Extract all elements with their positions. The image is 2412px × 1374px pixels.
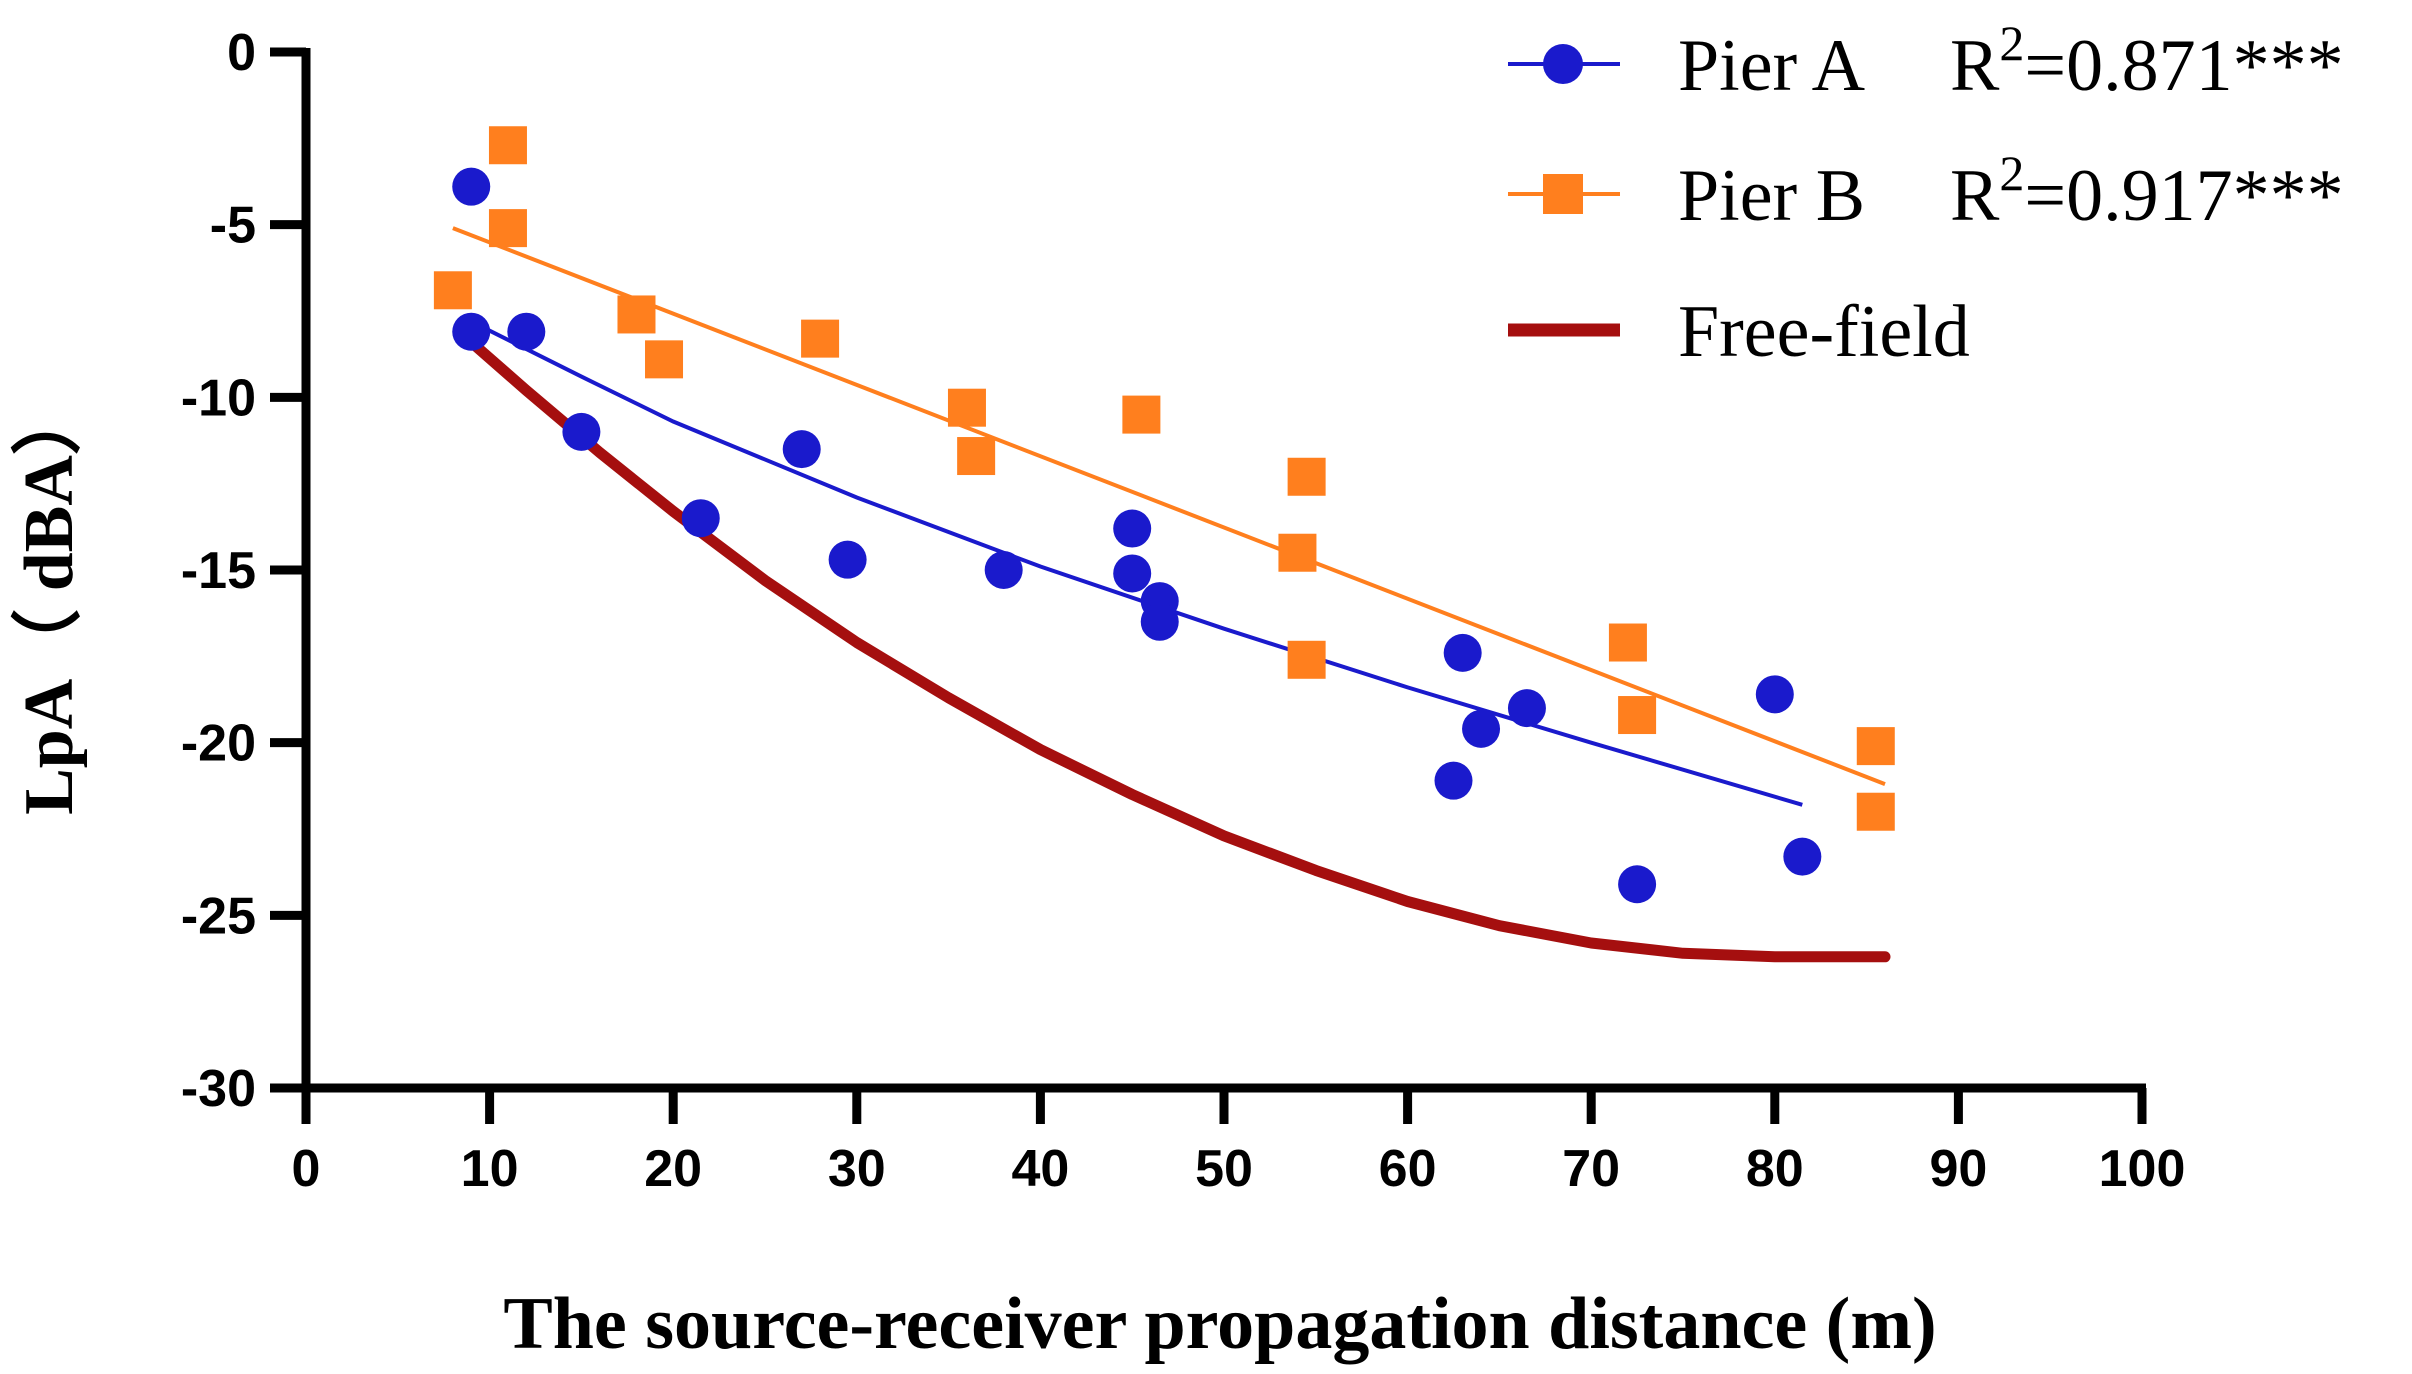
x-tick-label: 40 bbox=[1011, 1140, 1069, 1198]
point-pier-b bbox=[1287, 457, 1326, 496]
point-pier-b bbox=[957, 437, 996, 476]
legend-label-pier-a: Pier A bbox=[1678, 25, 1865, 107]
point-pier-a bbox=[782, 430, 821, 469]
point-pier-b bbox=[947, 388, 986, 427]
point-pier-a bbox=[1618, 865, 1657, 904]
y-tick-label: -25 bbox=[181, 887, 256, 945]
legend-label-free-field: Free-field bbox=[1678, 291, 1970, 373]
x-axis-title: The source-receiver propagation distance… bbox=[503, 1283, 1936, 1365]
point-pier-a bbox=[984, 551, 1023, 589]
y-tick-label: -30 bbox=[181, 1060, 256, 1118]
point-pier-a bbox=[1113, 554, 1152, 593]
point-pier-b bbox=[801, 319, 840, 358]
y-tick-label: -15 bbox=[181, 542, 256, 600]
point-pier-a bbox=[562, 412, 601, 451]
legend-marker-pier-b bbox=[1543, 174, 1583, 214]
point-pier-a bbox=[1113, 509, 1152, 548]
x-tick-label: 80 bbox=[1746, 1140, 1804, 1198]
point-pier-b bbox=[433, 271, 472, 310]
point-pier-a bbox=[507, 312, 546, 351]
legend-label-pier-b: Pier B bbox=[1678, 155, 1865, 237]
point-pier-a bbox=[1443, 633, 1482, 672]
point-pier-b bbox=[1618, 696, 1657, 735]
x-tick-label: 10 bbox=[461, 1140, 519, 1198]
x-tick-label: 70 bbox=[1562, 1140, 1620, 1198]
point-pier-a bbox=[1434, 761, 1473, 800]
axes: 0 -5 -10 -15 -20 -25 -30 0 10 20 30 40 50 60 70 80 90 100 bbox=[181, 24, 2186, 1198]
point-pier-b bbox=[645, 340, 684, 379]
y-tick-label: 0 bbox=[227, 24, 256, 82]
point-pier-a bbox=[828, 540, 867, 579]
point-pier-a bbox=[1755, 675, 1794, 714]
x-tick-label: 60 bbox=[1379, 1140, 1437, 1198]
series-layer bbox=[433, 126, 1895, 963]
point-pier-b bbox=[1122, 395, 1161, 434]
point-pier-a bbox=[1140, 602, 1179, 641]
point-pier-a bbox=[452, 167, 491, 206]
point-pier-a bbox=[1783, 837, 1822, 876]
point-pier-a bbox=[452, 312, 491, 351]
point-pier-a bbox=[1507, 689, 1546, 728]
point-pier-a bbox=[681, 499, 720, 538]
point-pier-a bbox=[1462, 709, 1501, 748]
legend-r2-pier-a: R2=0.871*** bbox=[1950, 15, 2344, 107]
y-tick-label: -20 bbox=[181, 715, 256, 773]
point-pier-b bbox=[1287, 640, 1326, 679]
x-tick-label: 30 bbox=[828, 1140, 886, 1198]
legend: Pier A R2=0.871*** Pier B R2=0.917*** Free-f… bbox=[1508, 15, 2344, 373]
point-pier-b bbox=[488, 126, 527, 165]
x-tick-label: 90 bbox=[1929, 1140, 1987, 1198]
point-pier-b bbox=[488, 209, 527, 248]
fit-line-pier-b bbox=[452, 226, 1886, 786]
x-tick-label: 100 bbox=[2099, 1140, 2186, 1198]
legend-r2-pier-b: R2=0.917*** bbox=[1950, 145, 2344, 237]
legend-marker-pier-a bbox=[1543, 44, 1583, 84]
free-field-curve bbox=[465, 336, 1891, 963]
y-tick-label: -5 bbox=[210, 197, 256, 255]
point-pier-b bbox=[1608, 623, 1647, 662]
y-axis-title: LpA（ dBA） bbox=[10, 385, 88, 815]
y-tick-label: -10 bbox=[181, 369, 256, 427]
x-tick-label: 50 bbox=[1195, 1140, 1253, 1198]
x-tick-label: 0 bbox=[292, 1140, 321, 1198]
x-tick-label: 20 bbox=[644, 1140, 702, 1198]
point-pier-b bbox=[1856, 792, 1895, 831]
point-pier-b bbox=[617, 295, 656, 334]
point-pier-b bbox=[1856, 727, 1895, 766]
point-pier-b bbox=[1278, 533, 1317, 572]
